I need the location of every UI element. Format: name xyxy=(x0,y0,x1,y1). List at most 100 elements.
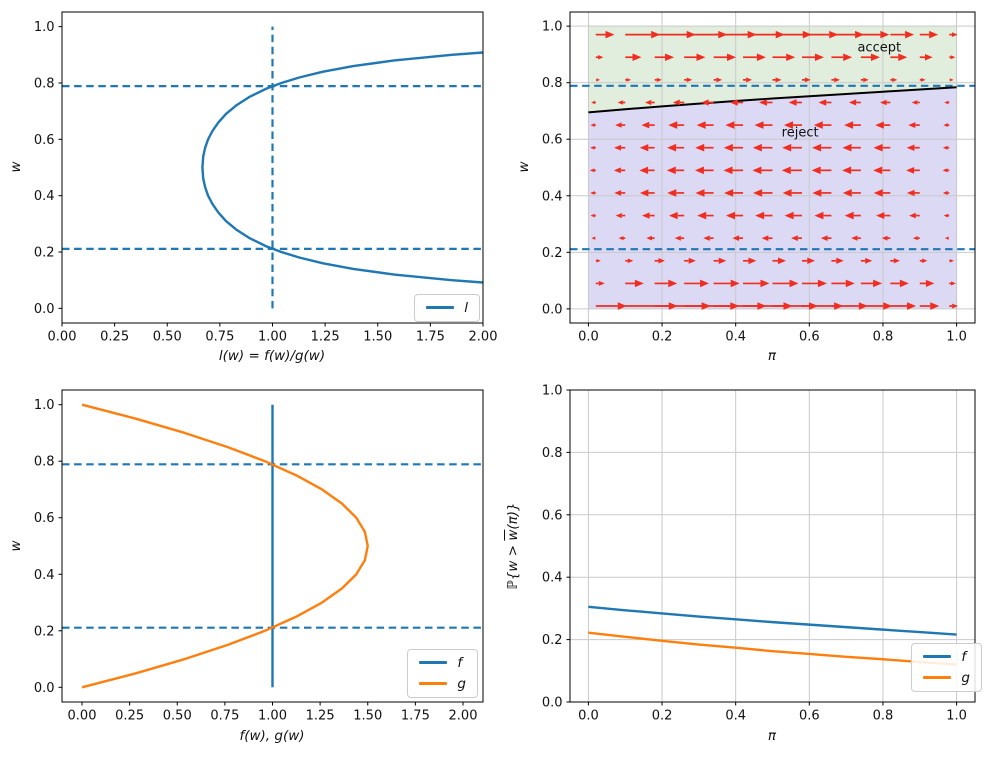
quiver-arrow-head xyxy=(950,281,956,286)
quiver-arrow-head xyxy=(892,77,898,82)
quiver-arrow-head xyxy=(944,236,949,240)
quiver-arrow-head xyxy=(703,235,710,241)
x-tick-label: 0.50 xyxy=(163,709,192,724)
accept-region xyxy=(588,26,957,113)
quiver-arrow-head xyxy=(667,143,677,152)
quiver-arrow-head xyxy=(732,235,740,241)
quiver-arrow-head xyxy=(729,99,738,106)
y-tick-label: 0.8 xyxy=(34,455,55,470)
quiver-arrow-head xyxy=(591,236,596,240)
legend-label: g xyxy=(457,675,466,692)
quiver-arrow-head xyxy=(881,235,888,241)
quiver-arrow-head xyxy=(752,143,762,152)
quiver-arrow-head xyxy=(880,30,890,39)
quiver-arrow-head xyxy=(811,166,821,175)
densities-plot-area: 0.00 0.25 0.50 0.75 1.00 1.25 1.50 1.75 2.00 0.0 0… xyxy=(34,389,484,724)
quiver-arrow-head xyxy=(748,257,757,265)
axes-spines xyxy=(569,389,976,703)
quiver-arrow-head xyxy=(760,279,770,288)
quiver-arrow-head xyxy=(930,302,940,310)
quiver-arrow-head xyxy=(783,121,793,129)
quiver-arrow-head xyxy=(843,53,853,62)
y-axis-label: w xyxy=(8,540,24,552)
quiver-arrow-head xyxy=(786,53,796,62)
y-tick-label: 0.2 xyxy=(34,624,55,639)
quiver-arrow-head xyxy=(613,167,621,174)
tick-marks xyxy=(566,389,958,706)
quiver-arrow-head xyxy=(753,189,763,197)
quiver-arrow-head xyxy=(873,166,883,175)
y-tick-label: 0.8 xyxy=(542,446,563,461)
quiver-arrow-head xyxy=(883,302,893,310)
legend: f g xyxy=(407,648,478,698)
quiver-arrow-head xyxy=(873,189,883,197)
legend-label: f xyxy=(457,654,463,671)
quiver-arrow-head xyxy=(949,259,954,263)
y-tick-label: 0.4 xyxy=(542,571,563,586)
quiver-arrow-head xyxy=(615,212,622,219)
quiver-arrow-head xyxy=(812,189,822,197)
quiver-arrow-head xyxy=(844,121,854,129)
legend-line-sample xyxy=(419,682,448,686)
x-tick-label: 0.8 xyxy=(873,709,894,724)
axes-spines xyxy=(569,11,976,324)
accept-region-label: accept xyxy=(857,40,902,56)
reject-region-label: reject xyxy=(781,125,819,141)
quiver-arrow-head xyxy=(912,236,918,241)
x-tick-label: 1.25 xyxy=(311,330,340,345)
x-axis-label: f(w), g(w) xyxy=(239,728,305,744)
quiver-arrow-head xyxy=(906,166,915,174)
x-tick-label: 1.75 xyxy=(401,709,430,724)
likelihood-ratio-plot-area: 0.00 0.25 0.50 0.75 1.00 1.25 1.50 1.75 2.00 0.0 0… xyxy=(34,11,497,345)
x-axis-label: π xyxy=(767,728,777,744)
quiver-arrow-head xyxy=(873,279,883,288)
quiver-arrow-head xyxy=(641,212,650,219)
legend: f g xyxy=(911,642,982,692)
quiver-arrow-head xyxy=(899,279,909,288)
quiver-arrow-head xyxy=(820,235,828,241)
quiver-arrow-head xyxy=(752,166,762,175)
y-axis-label: w xyxy=(516,161,532,173)
quiver-arrow-head xyxy=(754,121,764,129)
quiver-arrow-head xyxy=(723,143,733,152)
quiver-arrow-head xyxy=(922,258,928,264)
quiver-arrow-head xyxy=(730,279,740,288)
y-tick-label: 0.6 xyxy=(542,133,563,148)
quiver-arrow-head xyxy=(911,100,918,105)
quiver-arrow-head xyxy=(814,53,824,62)
quiver-arrow-head xyxy=(907,302,917,310)
quiver-arrow-head xyxy=(590,145,595,150)
x-tick-label: 0.00 xyxy=(48,330,77,345)
quiver-arrow-head xyxy=(697,211,707,220)
reject-region xyxy=(588,87,957,309)
x-tick-label: 1.50 xyxy=(363,330,392,345)
quiver-arrow-head xyxy=(929,30,939,39)
y-tick-label: 0.4 xyxy=(542,189,563,204)
quiver-arrows xyxy=(589,30,959,310)
y-tick-label: 0.6 xyxy=(542,508,563,523)
quiver-arrow-head xyxy=(949,78,954,82)
y-axis-label: ℙ{w > w(π)} xyxy=(505,502,521,590)
quiver-arrow-head xyxy=(782,143,792,152)
y-tick-label: 0.6 xyxy=(34,511,55,526)
y-tick-label: 0.4 xyxy=(34,568,55,583)
x-tick-label: 1.50 xyxy=(353,709,382,724)
quiver-arrow-head xyxy=(834,77,840,83)
quiver-arrow-head xyxy=(645,99,652,106)
legend-line-sample xyxy=(923,676,952,680)
x-tick-label: 0.0 xyxy=(578,330,599,345)
x-tick-label: 0.2 xyxy=(652,330,673,345)
x-tick-label: 0.2 xyxy=(652,709,673,724)
quiver-arrow-head xyxy=(788,99,797,106)
accept-reject-plot-area: 0.0 0.2 0.4 0.6 0.8 1.0 0.0 0.2 0.4 0.6 0.8 1.0 xyxy=(542,11,976,345)
quiver-arrow-head xyxy=(855,30,865,39)
x-tick-label: 0.0 xyxy=(578,709,599,724)
quiver-arrow-head xyxy=(618,236,624,241)
quiver-arrow-head xyxy=(845,279,855,288)
quiver-arrow-head xyxy=(696,121,706,129)
quiver-arrow-head xyxy=(626,77,632,82)
quiver-arrow-head xyxy=(943,213,949,218)
quiver-arrow-head xyxy=(665,53,675,62)
quiver-arrow-head xyxy=(688,257,696,264)
